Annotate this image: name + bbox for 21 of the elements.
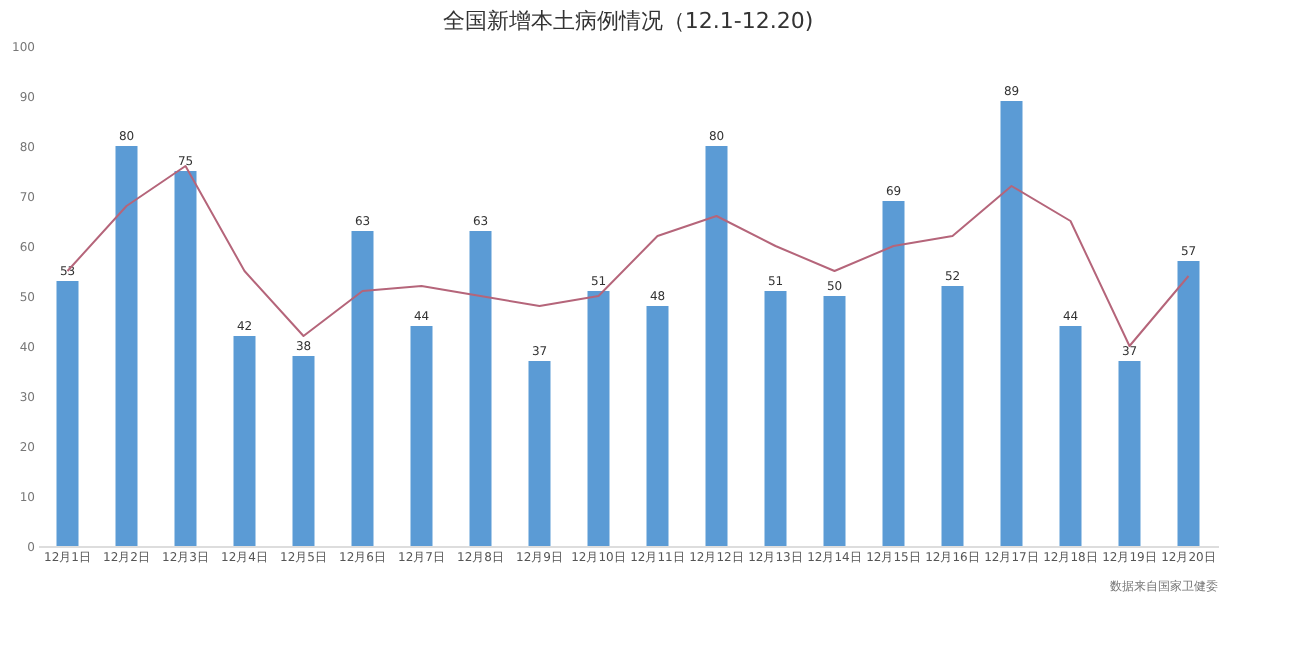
bar [882,201,905,546]
bar [764,291,787,546]
bar [351,231,374,546]
bar [174,171,197,546]
bar [410,326,433,546]
bar [587,291,610,546]
bar [292,356,315,546]
bar [233,336,256,546]
bar [705,146,728,546]
bar [1177,261,1200,546]
bar [941,286,964,546]
bar [115,146,138,546]
bar [1059,326,1082,546]
bar [528,361,551,546]
bar [646,306,669,546]
bar [56,281,79,546]
bar [469,231,492,546]
bar [1118,361,1141,546]
bar [1000,101,1023,546]
bar [823,296,846,546]
chart-title: 全国新增本土病例情况（12.1-12.20) [442,8,814,34]
